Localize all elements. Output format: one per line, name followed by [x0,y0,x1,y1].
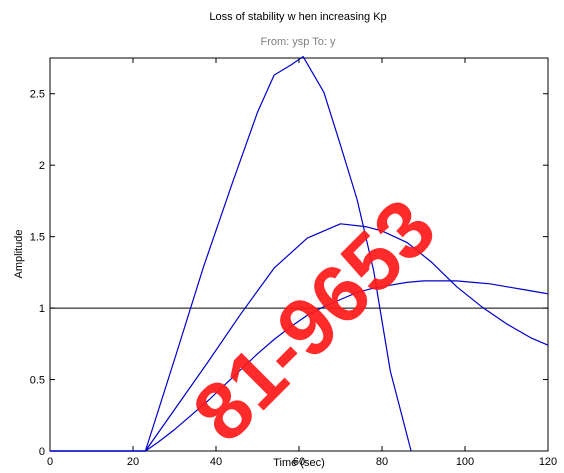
response-curve-1 [50,280,549,452]
y-tick-label: 1.5 [30,232,45,244]
y-tick-label: 1 [39,303,45,315]
plot-frame [49,57,549,452]
y-axis-label: Amplitude [13,230,25,279]
y-axis-ticks: 0 0.5 1 1.5 2 2.5 [30,89,548,458]
x-axis-ticks: 0 20 40 60 80 100 120 [47,58,557,468]
response-curve-3 [50,55,412,452]
x-axis-label: Time (sec) [273,457,325,469]
y-tick-label: 0 [39,446,45,458]
y-tick-label: 2.5 [30,89,45,101]
chart-title: Loss of stability w hen increasing Kp [209,11,386,23]
response-curve-2 [50,223,549,452]
x-tick-label: 60 [293,456,305,468]
x-tick-label: 80 [376,456,388,468]
y-tick-label: 2 [39,160,45,172]
io-subtitle: From: ysp To: y [261,36,336,48]
x-tick-label: 40 [210,456,222,468]
response-curves [50,55,549,452]
x-tick-label: 20 [127,456,139,468]
y-tick-label: 0.5 [30,375,45,387]
x-tick-label: 100 [456,456,474,468]
x-tick-label: 0 [47,456,53,468]
x-tick-label: 120 [539,456,557,468]
